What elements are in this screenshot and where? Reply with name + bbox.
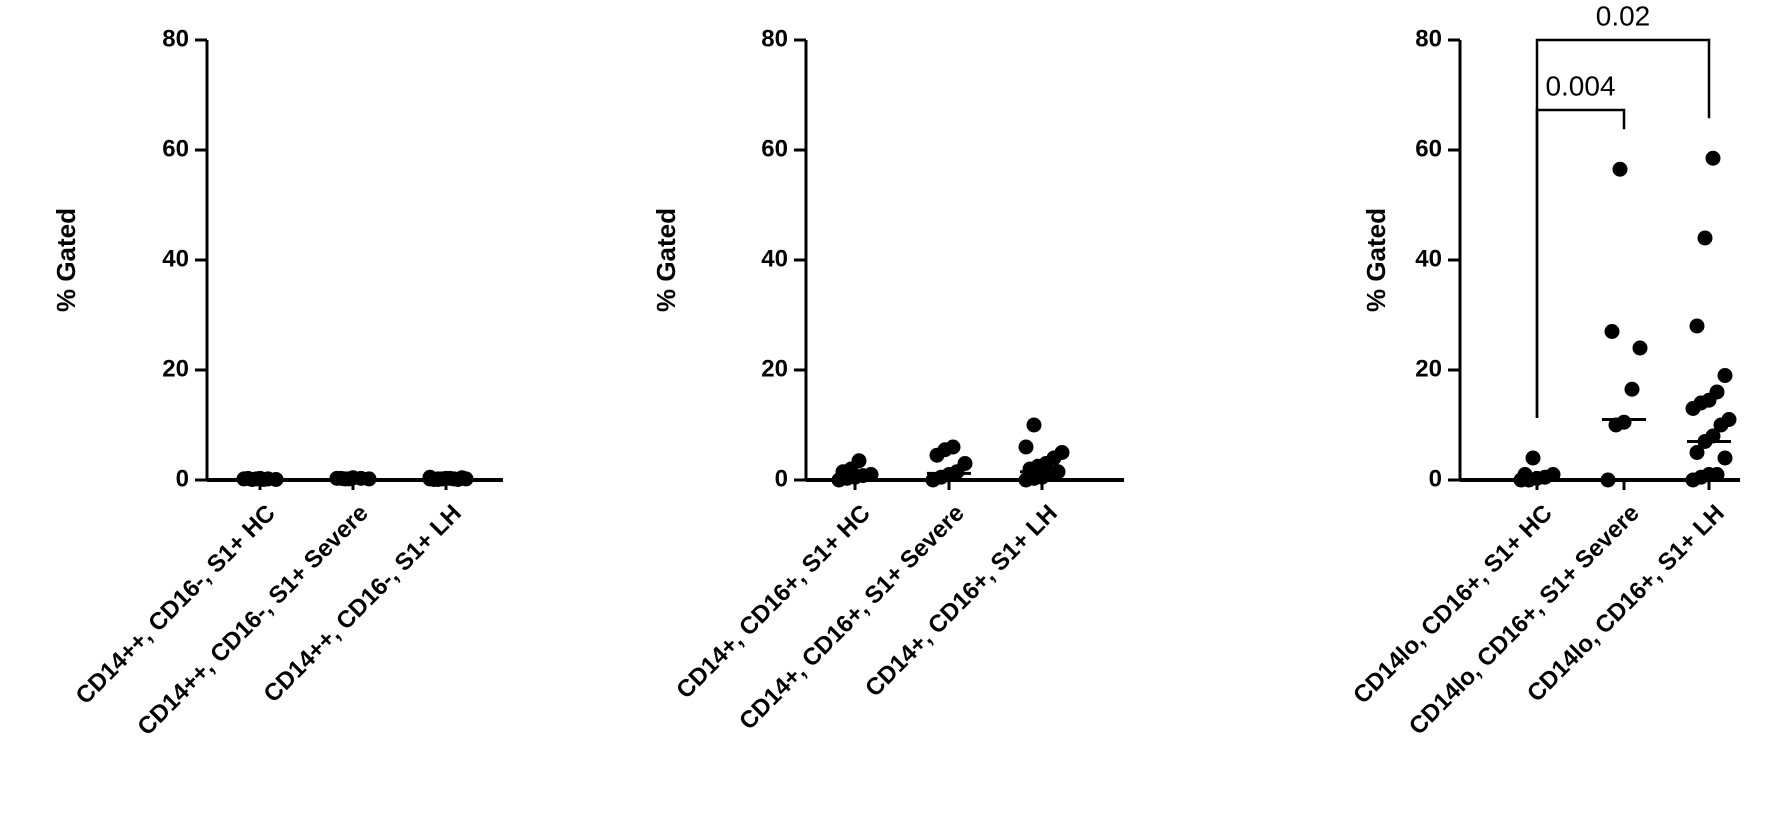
x-tick-label: CD14+, CD16+, S1+ LH (860, 500, 1063, 703)
x-tick-label: CD14+, CD16+, S1+ HC (671, 500, 875, 704)
y-tick-label: 20 (761, 355, 788, 382)
y-tick-label: 0 (1429, 465, 1442, 492)
p-value-label: 0.004 (1545, 70, 1615, 101)
data-point (1616, 414, 1632, 430)
panel: 0 20 40 60 80 % Gated CD14+, CD16+, S1+ HCCD14… (651, 25, 1124, 735)
data-point (1624, 381, 1640, 397)
data-point (1709, 384, 1725, 400)
data-point (1697, 230, 1713, 246)
y-tick-label: 0 (176, 465, 189, 492)
data-point (1545, 467, 1561, 482)
data-point (1717, 368, 1733, 383)
y-tick-label: 0 (775, 465, 788, 492)
y-tick-label: 80 (162, 25, 189, 52)
x-tick-label: CD14++, CD16-, S1+ LH (259, 500, 467, 708)
data-point (1705, 428, 1721, 444)
data-point (1689, 445, 1705, 460)
y-tick-label: 20 (1415, 355, 1442, 382)
y-tick-label: 60 (761, 135, 788, 162)
data-point (1600, 472, 1616, 488)
data-point (957, 456, 973, 471)
data-point (1721, 412, 1737, 427)
significance-bracket (1535, 108, 1626, 418)
y-tick-label: 40 (761, 245, 788, 272)
p-value-label: 0.02 (1596, 0, 1651, 31)
y-tick-label: 20 (162, 355, 189, 382)
data-point (1054, 445, 1070, 460)
data-point (851, 453, 867, 469)
y-axis-label: % Gated (651, 208, 681, 312)
y-axis-label: % Gated (1361, 208, 1391, 312)
y-tick-label: 60 (1415, 135, 1442, 162)
data-point (863, 467, 879, 482)
data-point (1612, 161, 1628, 177)
data-point (1525, 450, 1541, 466)
data-point (1517, 467, 1533, 482)
significance-bracket (1535, 38, 1711, 418)
y-tick-label: 60 (162, 135, 189, 162)
data-point (1717, 450, 1733, 466)
data-point (1604, 324, 1620, 339)
y-tick-label: 40 (162, 245, 189, 272)
data-point (1026, 417, 1042, 433)
data-point (1018, 439, 1034, 455)
data-point (1689, 318, 1705, 334)
data-point (1632, 340, 1648, 356)
y-tick-label: 80 (761, 25, 788, 52)
y-tick-label: 40 (1415, 245, 1442, 272)
data-point (1709, 467, 1725, 482)
y-tick-label: 80 (1415, 25, 1442, 52)
data-point (1705, 150, 1721, 166)
y-axis-label: % Gated (51, 208, 81, 312)
data-point (945, 439, 961, 455)
